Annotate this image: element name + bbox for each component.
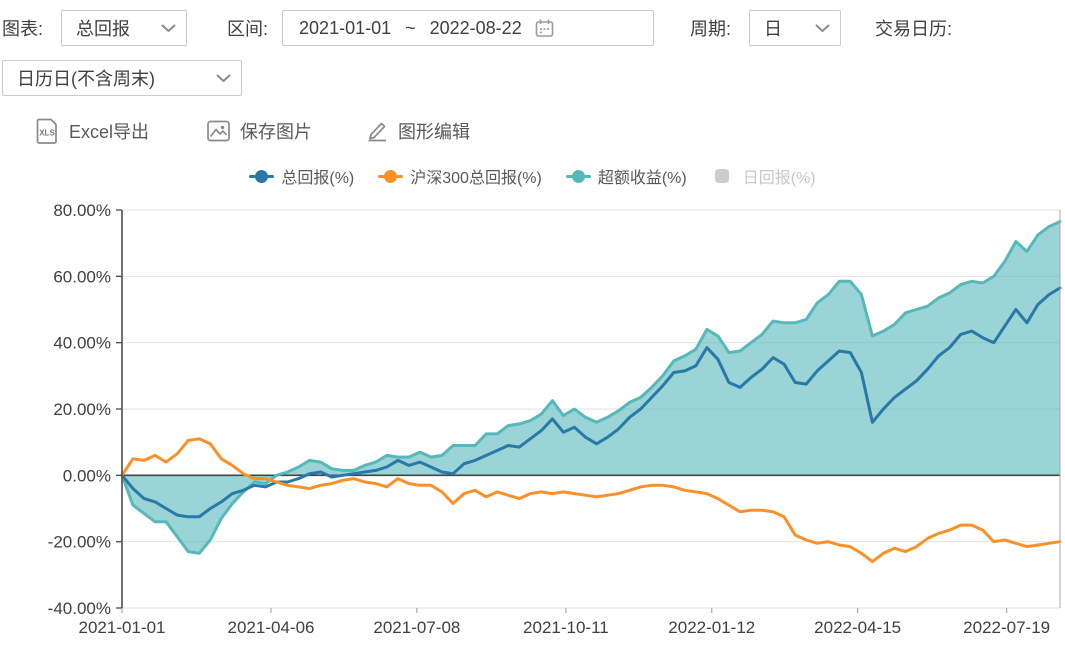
range-separator: ~ xyxy=(405,17,416,38)
range-label: 区间: xyxy=(227,19,269,39)
y-axis-label: 60.00% xyxy=(53,267,111,286)
legend-item-2[interactable]: 沪深300总回报(%) xyxy=(378,164,542,188)
legend-bar-marker xyxy=(711,169,736,183)
export-excel-button[interactable]: XLS Excel导出 xyxy=(35,117,149,145)
pencil-edit-icon xyxy=(365,119,389,143)
series-line xyxy=(120,437,1062,564)
trading-calendar-select[interactable]: 日历日(不含周末) xyxy=(2,60,242,96)
chevron-down-icon xyxy=(161,24,176,33)
calendar-icon[interactable] xyxy=(534,18,555,39)
y-axis-label: 0.00% xyxy=(63,466,111,485)
legend-item-4[interactable]: 日回报(%) xyxy=(711,164,816,188)
range-start-date[interactable]: 2021-01-01 xyxy=(299,17,392,38)
edit-graph-button[interactable]: 图形编辑 xyxy=(365,118,470,144)
period-select[interactable]: 日 xyxy=(749,10,842,46)
period-label: 周期: xyxy=(690,19,732,39)
y-axis-label: -20.00% xyxy=(48,533,111,552)
legend-label: 超额收益(%) xyxy=(597,170,687,187)
save-image-label: 保存图片 xyxy=(240,122,313,142)
x-axis-label: 2021-10-11 xyxy=(523,618,609,637)
chevron-down-icon xyxy=(815,24,830,33)
image-icon xyxy=(206,119,231,143)
y-axis-label: 80.00% xyxy=(53,201,111,220)
x-axis-label: 2022-01-12 xyxy=(668,618,755,637)
range-end-date[interactable]: 2022-08-22 xyxy=(429,17,522,38)
x-axis-label: 2021-07-08 xyxy=(373,618,460,637)
save-image-button[interactable]: 保存图片 xyxy=(206,118,312,144)
chart-type-label: 图表: xyxy=(2,19,44,39)
chart-type-select[interactable]: 总回报 xyxy=(61,10,188,46)
x-axis-label: 2022-07-19 xyxy=(963,618,1050,637)
svg-text:XLS: XLS xyxy=(39,129,55,138)
y-axis-label: 20.00% xyxy=(53,400,111,419)
legend-line-dot-marker xyxy=(378,169,404,183)
y-axis-label: 40.00% xyxy=(53,334,111,353)
series-line xyxy=(120,220,1062,555)
y-axis-label: -40.00% xyxy=(48,599,111,618)
trading-calendar-label: 交易日历: xyxy=(875,19,953,39)
excess-return-area xyxy=(122,221,1060,554)
chart-legend: 总回报(%) 沪深300总回报(%) 超额收益(%) 日回报(%) xyxy=(0,164,1065,188)
chevron-down-icon xyxy=(216,74,231,83)
chart-canvas: 80.00% 60.00% 40.00% 20.00% 0.00% -20.00% -40.… xyxy=(48,201,1062,637)
legend-line-dot-marker xyxy=(565,169,591,183)
legend-line-dot-marker xyxy=(249,169,275,183)
chart-type-value: 总回报 xyxy=(76,19,131,39)
export-excel-label: Excel导出 xyxy=(69,122,150,142)
legend-label: 总回报(%) xyxy=(281,170,355,187)
edit-graph-label: 图形编辑 xyxy=(398,122,471,142)
legend-item-3[interactable]: 超额收益(%) xyxy=(565,164,687,188)
legend-label: 沪深300总回报(%) xyxy=(410,170,542,187)
x-axis-label: 2021-01-01 xyxy=(79,618,166,637)
xls-file-icon: XLS xyxy=(35,117,60,145)
x-axis-label: 2022-04-15 xyxy=(814,618,901,637)
x-axis-label: 2021-04-06 xyxy=(228,618,315,637)
legend-item-1[interactable]: 总回报(%) xyxy=(249,164,354,188)
trading-calendar-value: 日历日(不含周末) xyxy=(17,69,155,89)
legend-label: 日回报(%) xyxy=(742,170,816,187)
date-range-picker[interactable]: 2021-01-01 ~ 2022-08-22 xyxy=(282,10,655,46)
period-value: 日 xyxy=(764,19,783,39)
